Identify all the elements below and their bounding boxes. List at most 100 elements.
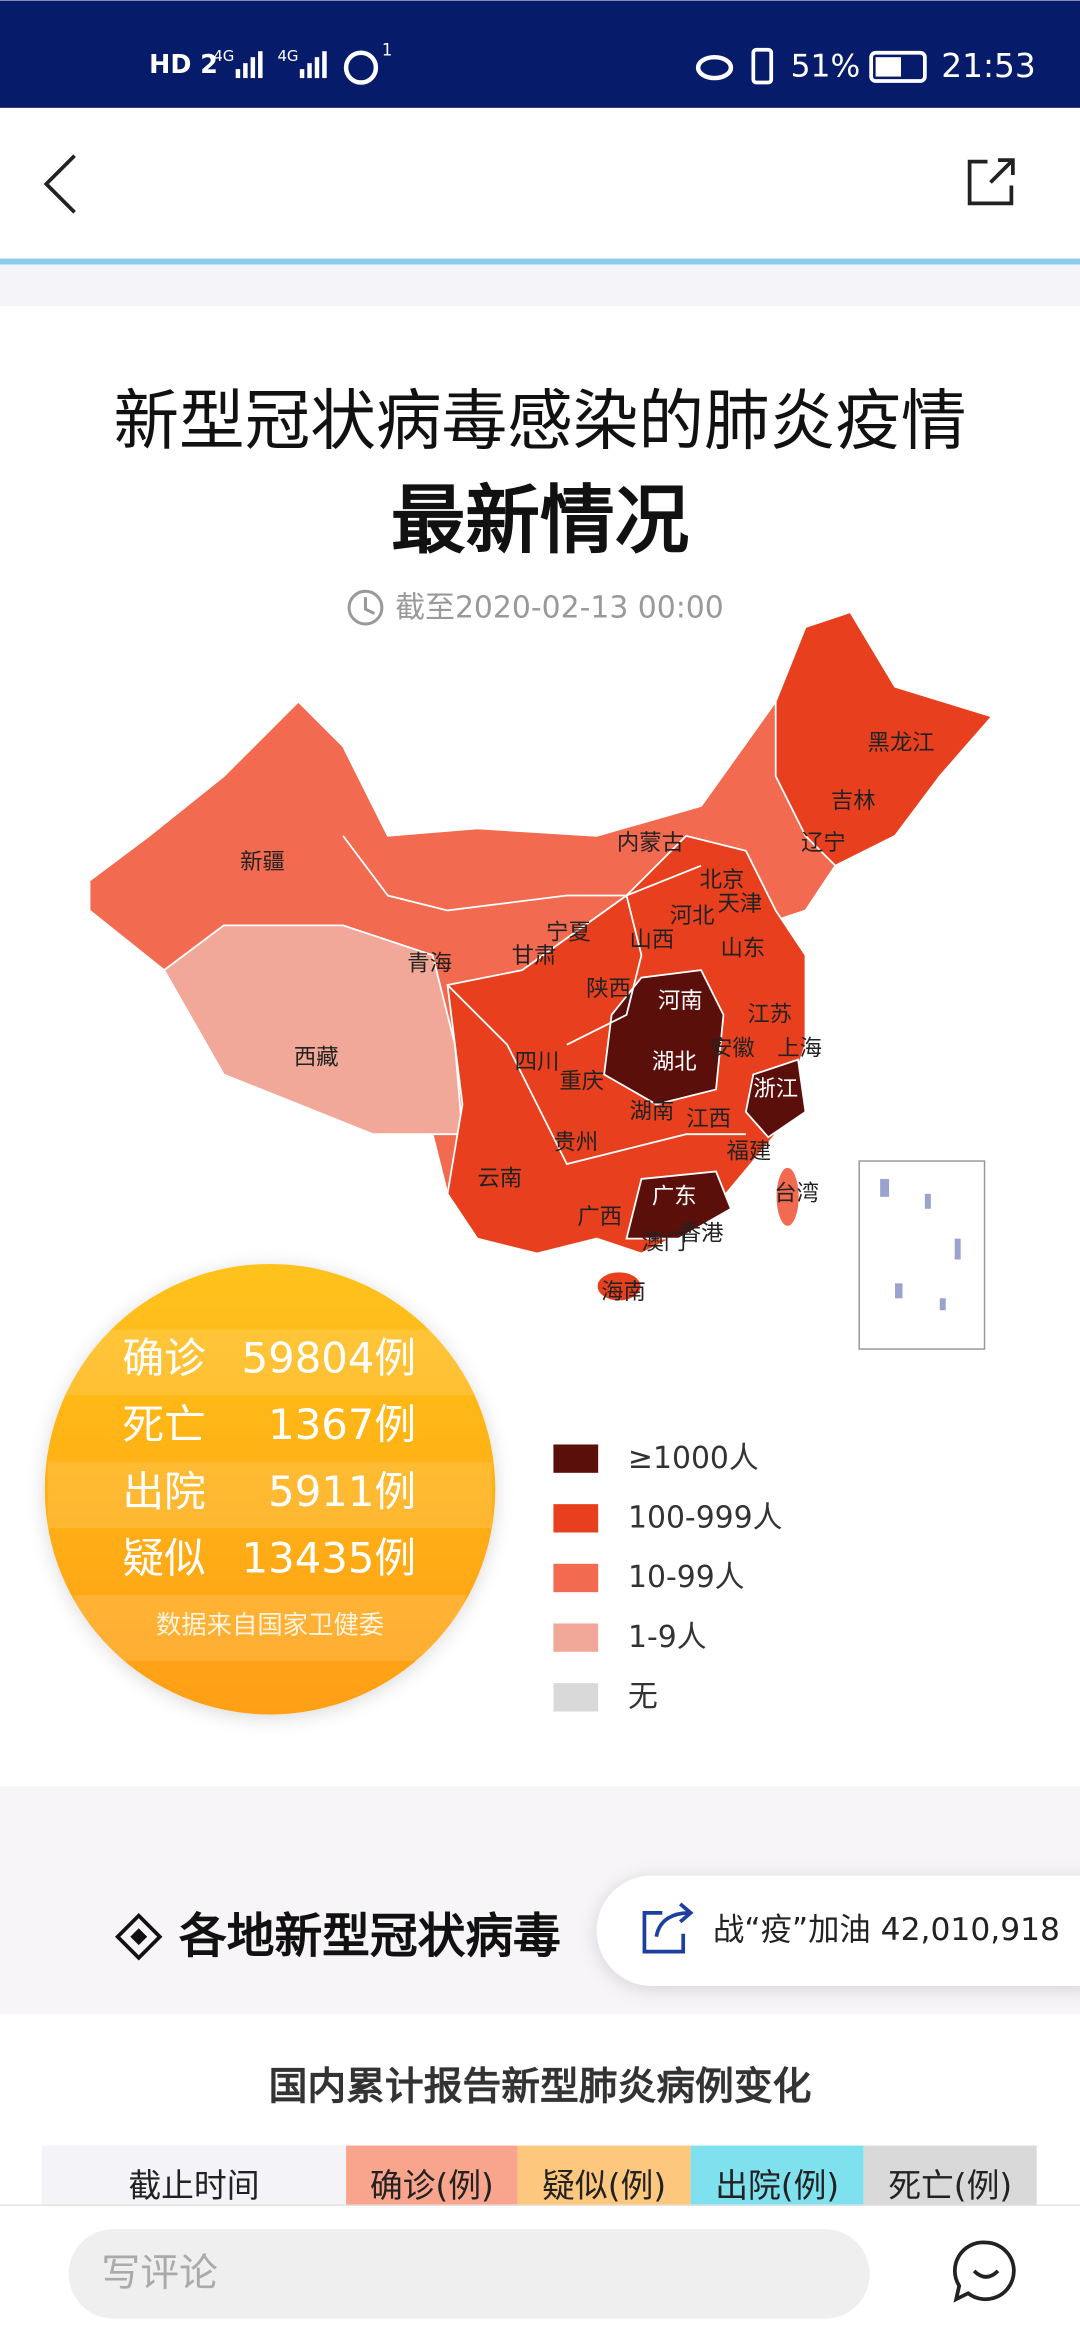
header-label: 确诊(例) [370,2167,494,2205]
summary-label: 出院 [122,1467,205,1516]
legend-label: 10-99人 [628,1560,745,1595]
signal-label: 4G [213,47,234,65]
province-label: 陕西 [586,976,631,1002]
emoji-button[interactable] [952,2240,1016,2303]
back-button[interactable] [43,154,76,214]
province-label: 江苏 [747,1001,792,1027]
battery-percent: 51% [791,49,861,85]
header-cell [863,2145,1037,2206]
title: 新型冠状病毒感染的肺炎疫情 [113,384,966,460]
source-note: 数据来自国家卫健委 [156,1609,384,1639]
eye-icon [695,54,734,81]
province-label: 四川 [515,1049,560,1075]
legend: ≥1000人 100-999人 10-99人 1-9人无 [553,1441,782,1715]
header-cell [517,2145,691,2206]
table-header: 截止时间 确诊(例) 疑似(例) 出院(例) 死亡(例) [41,2145,1037,2206]
header-label: 死亡(例) [888,2167,1012,2205]
section-title: 各地新型冠状病毒 [179,1910,561,1965]
signal-icon [235,51,263,79]
legend-label: ≥1000人 [628,1441,759,1476]
map-region [162,924,464,1136]
signal-label: 4G [277,47,298,65]
legend-label: 1-9人 [628,1620,707,1655]
province-label: 重庆 [559,1068,604,1094]
summary-value: 59804例 [242,1333,417,1382]
timestamp: 截至2020-02-13 00:00 [395,591,723,626]
header-label: 截止时间 [128,2167,259,2205]
province-label: 吉林 [831,788,876,814]
summary-badge [44,1263,496,1715]
table-title: 国内累计报告新型肺炎病例变化 [269,2064,812,2109]
share-button[interactable] [967,158,1015,206]
header-label: 疑似(例) [542,2167,666,2205]
map-region [774,1166,801,1228]
province-label: 澳门 [641,1230,686,1256]
comment-placeholder: 写评论 [101,2251,217,2296]
clock-icon [347,589,384,626]
cheer-button[interactable] [596,1875,1080,1986]
province-label: 贵州 [553,1130,598,1156]
summary-label: 疑似 [122,1533,205,1582]
province-label: 宁夏 [546,919,591,945]
province-label: 山东 [721,936,766,962]
cheer-label: 战“疫”加油 42,010,918 [713,1912,1060,1948]
comment-input[interactable] [68,2229,870,2319]
province-label: 江西 [686,1106,731,1132]
cheer-icon [642,1902,694,1954]
summary-bands [47,1329,493,1661]
battery-level [875,57,901,77]
summary-label: 死亡 [122,1400,205,1449]
divider [0,264,1080,307]
china-map [88,611,994,1303]
progress-line [0,258,1080,265]
header-label: 出院(例) [715,2167,839,2205]
legend-swatch [553,1623,599,1652]
province-label: 香港 [679,1221,724,1247]
south-sea-inset [858,1160,986,1350]
province-label: 新疆 [240,849,285,875]
legend-label: 无 [628,1680,658,1715]
province-label: 北京 [700,867,745,893]
map-region [744,1058,807,1139]
province-label: 甘肃 [512,943,557,969]
province-label: 河北 [670,903,715,929]
summary-label: 确诊 [122,1333,205,1382]
map-region [603,969,725,1106]
emoji-button [972,2269,1000,2279]
legend-label: 100-999人 [628,1501,782,1536]
inset-islands [880,1178,961,1311]
province-label: 内蒙古 [617,830,684,856]
legend-swatch [553,1444,599,1473]
province-label: 安徽 [710,1036,755,1062]
network-label: HD 2 [149,49,218,79]
map-region [625,1170,733,1240]
province-label: 海南 [601,1279,646,1305]
clock: 21:53 [941,47,1036,85]
map-region [595,1270,643,1303]
diamond-icon [114,1913,163,1961]
legend-swatch [553,1683,599,1712]
province-label: 黑龙江 [867,730,934,756]
province-label: 广东 [652,1183,697,1209]
province-label: 西藏 [294,1045,339,1071]
legend-swatch [553,1563,599,1593]
header-cell [690,2145,864,2206]
province-label: 青海 [407,951,452,977]
province-label: 上海 [777,1036,822,1062]
hotspot-icon [343,50,379,85]
province-label: 辽宁 [801,830,846,856]
summary-value: 5911例 [268,1467,416,1516]
province-label: 天津 [718,891,763,917]
province-label: 广西 [577,1204,622,1230]
province-label: 云南 [477,1165,522,1191]
header-cell [346,2145,518,2206]
province-label: 山西 [630,927,675,953]
province-labels: 黑龙江 吉林 辽宁 内蒙古 新疆 北京 天津 河北 宁夏 甘肃 山西 山东 青海… [240,730,934,1305]
hotspot-badge: 1 [382,41,392,60]
signal-icon [299,51,327,79]
title: 最新情况 [391,477,689,564]
map-region [774,611,994,867]
